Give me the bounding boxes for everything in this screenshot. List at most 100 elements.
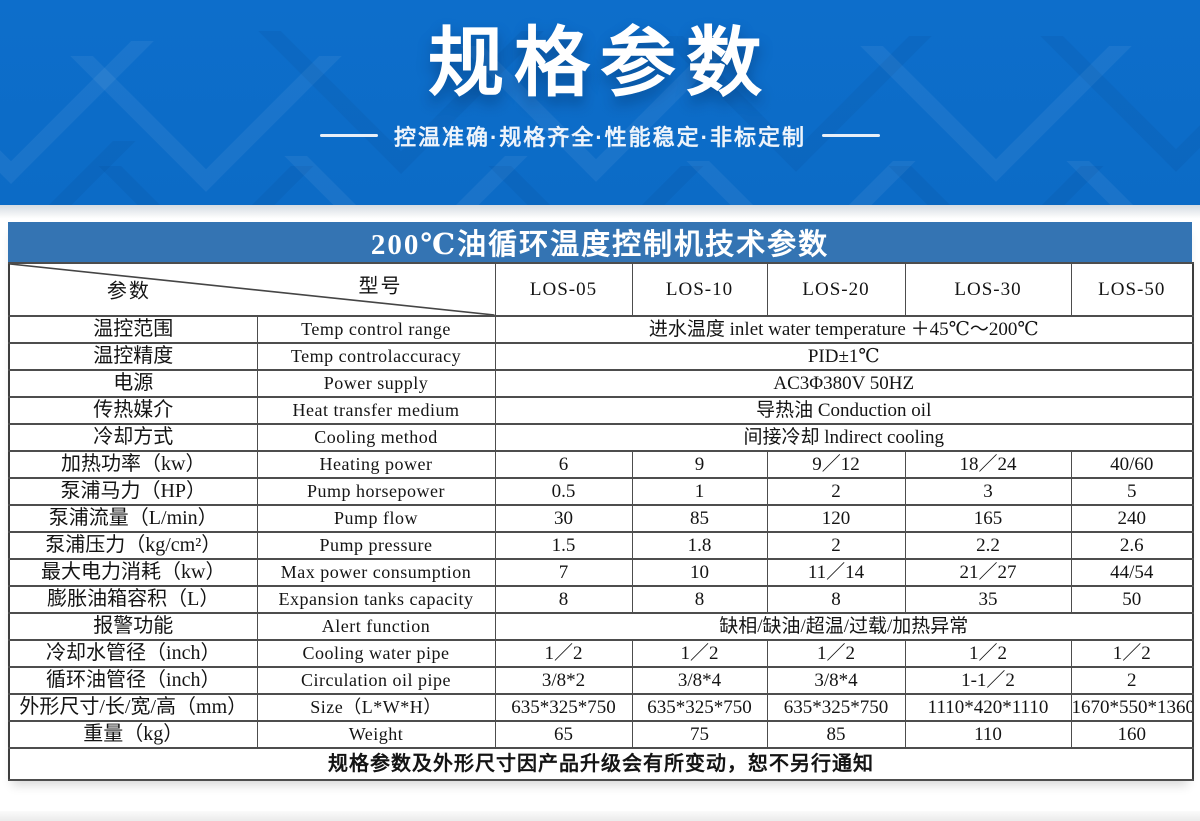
- cell-value: 65: [494, 720, 633, 749]
- cell-value: PID±1℃: [494, 342, 1194, 371]
- model-header: LOS-30: [904, 262, 1072, 317]
- cell-value: 165: [904, 504, 1072, 533]
- table-row: 报警功能 Alert function 缺相/缺油/超温/过载/加热异常: [8, 612, 1194, 641]
- cell-value: 635*325*750: [631, 693, 768, 722]
- model-header: LOS-05: [494, 262, 633, 317]
- row-label-en: Alert function: [256, 612, 496, 641]
- table-title: 200℃油循环温度控制机技术参数: [8, 222, 1192, 262]
- row-label-cn: 最大电力消耗（kw）: [8, 558, 258, 587]
- subtitle-text: 控温准确·规格齐全·性能稳定·非标定制: [394, 124, 806, 150]
- table-row: 泵浦马力（HP） Pump horsepower 0.5 1 2 3 5: [8, 477, 1194, 506]
- cell-value: 635*325*750: [766, 693, 906, 722]
- table-row: 外形尺寸/长/宽/高（mm） Size（L*W*H） 635*325*750 6…: [8, 693, 1194, 722]
- cell-value: 110: [904, 720, 1072, 749]
- corner-cell: 参数 型号: [8, 262, 496, 317]
- model-header: LOS-10: [631, 262, 768, 317]
- row-label-en: Expansion tanks capacity: [256, 585, 496, 614]
- row-label-cn: 传热媒介: [8, 396, 258, 425]
- page-subtitle: 控温准确·规格齐全·性能稳定·非标定制: [320, 120, 880, 152]
- row-label-en: Size（L*W*H）: [256, 693, 496, 722]
- model-header: LOS-20: [766, 262, 906, 317]
- cell-value: 5: [1070, 477, 1194, 506]
- row-label-en: Temp controlaccuracy: [256, 342, 496, 371]
- row-label-en: Pump pressure: [256, 531, 496, 560]
- cell-value: 8: [766, 585, 906, 614]
- cell-value: 1670*550*1360: [1070, 693, 1194, 722]
- cell-value: 1／2: [494, 639, 633, 668]
- cell-value: 85: [766, 720, 906, 749]
- cell-value: 1-1／2: [904, 666, 1072, 695]
- table-row: 重量（kg） Weight 65 75 85 110 160: [8, 720, 1194, 749]
- cell-value: 3/8*4: [766, 666, 906, 695]
- corner-param-label: 参数: [106, 280, 151, 303]
- spec-table-section: 200℃油循环温度控制机技术参数 参数 型号 LOS-05 LOS-10 LOS…: [8, 222, 1194, 781]
- cell-value: 6: [494, 450, 633, 479]
- row-label-en: Heat transfer medium: [256, 396, 496, 425]
- row-label-cn: 加热功率（kw）: [8, 450, 258, 479]
- table-header-row: 参数 型号 LOS-05 LOS-10 LOS-20 LOS-30 LOS-50: [8, 262, 1194, 317]
- table-row: 冷却水管径（inch） Cooling water pipe 1／2 1／2 1…: [8, 639, 1194, 668]
- model-header: LOS-50: [1070, 262, 1194, 317]
- cell-value: 1110*420*1110: [904, 693, 1072, 722]
- cell-value: 3/8*4: [631, 666, 768, 695]
- cell-value: 50: [1070, 585, 1194, 614]
- cell-value: 240: [1070, 504, 1194, 533]
- table-row: 电源 Power supply AC3Φ380V 50HZ: [8, 369, 1194, 398]
- cell-value: 635*325*750: [494, 693, 633, 722]
- diagonal-line: [10, 264, 495, 315]
- cell-value: 导热油 Conduction oil: [494, 396, 1194, 425]
- row-label-en: Pump horsepower: [256, 477, 496, 506]
- cell-value: 44/54: [1070, 558, 1194, 587]
- cell-value: 2.2: [904, 531, 1072, 560]
- cell-value: 9: [631, 450, 768, 479]
- footnote-row: 规格参数及外形尺寸因产品升级会有所变动，恕不另行通知: [8, 747, 1194, 781]
- cell-value: 2: [1070, 666, 1194, 695]
- table-row: 加热功率（kw） Heating power 6 9 9／12 18／24 40…: [8, 450, 1194, 479]
- hero-banner: 规格参数 控温准确·规格齐全·性能稳定·非标定制: [0, 0, 1200, 205]
- cell-value: 1／2: [766, 639, 906, 668]
- cell-value: 缺相/缺油/超温/过载/加热异常: [494, 612, 1194, 641]
- cell-value: 0.5: [494, 477, 633, 506]
- cell-value: 75: [631, 720, 768, 749]
- row-label-cn: 冷却水管径（inch）: [8, 639, 258, 668]
- row-label-cn: 冷却方式: [8, 423, 258, 452]
- cell-value: 1.5: [494, 531, 633, 560]
- cell-value: 3/8*2: [494, 666, 633, 695]
- table-row: 冷却方式 Cooling method 间接冷却 lndirect coolin…: [8, 423, 1194, 452]
- table-row: 温控范围 Temp control range 进水温度 inlet water…: [8, 315, 1194, 344]
- cell-value: 120: [766, 504, 906, 533]
- table-row: 循环油管径（inch） Circulation oil pipe 3/8*2 3…: [8, 666, 1194, 695]
- cell-value: 1／2: [631, 639, 768, 668]
- cell-value: 40/60: [1070, 450, 1194, 479]
- cell-value: 30: [494, 504, 633, 533]
- row-label-cn: 膨胀油箱容积（L）: [8, 585, 258, 614]
- row-label-en: Pump flow: [256, 504, 496, 533]
- row-label-cn: 泵浦压力（kg/cm²）: [8, 531, 258, 560]
- table-row: 温控精度 Temp controlaccuracy PID±1℃: [8, 342, 1194, 371]
- subtitle-dash-right: [821, 134, 880, 138]
- row-label-en: Heating power: [256, 450, 496, 479]
- cell-value: 进水温度 inlet water temperature ＋45℃～200℃: [494, 315, 1194, 344]
- row-label-en: Weight: [256, 720, 496, 749]
- cell-value: 9／12: [766, 450, 906, 479]
- cell-value: 间接冷却 lndirect cooling: [494, 423, 1194, 452]
- cell-value: 1.8: [631, 531, 768, 560]
- spec-table: 参数 型号 LOS-05 LOS-10 LOS-20 LOS-30 LOS-50…: [8, 262, 1194, 781]
- row-label-cn: 温控范围: [8, 315, 258, 344]
- corner-model-label: 型号: [358, 275, 403, 298]
- row-label-en: Cooling water pipe: [256, 639, 496, 668]
- cell-value: 8: [494, 585, 633, 614]
- subtitle-dash-left: [320, 134, 378, 138]
- row-label-cn: 泵浦马力（HP）: [8, 477, 258, 506]
- table-row: 传热媒介 Heat transfer medium 导热油 Conduction…: [8, 396, 1194, 425]
- cell-value: 11／14: [766, 558, 906, 587]
- table-row: 泵浦流量（L/min） Pump flow 30 85 120 165 240: [8, 504, 1194, 533]
- row-label-cn: 电源: [8, 369, 258, 398]
- table-row: 泵浦压力（kg/cm²） Pump pressure 1.5 1.8 2 2.2…: [8, 531, 1194, 560]
- bottom-strip: [0, 811, 1200, 821]
- row-label-en: Power supply: [256, 369, 496, 398]
- cell-value: 2.6: [1070, 531, 1194, 560]
- table-row: 膨胀油箱容积（L） Expansion tanks capacity 8 8 8…: [8, 585, 1194, 614]
- cell-value: 160: [1070, 720, 1194, 749]
